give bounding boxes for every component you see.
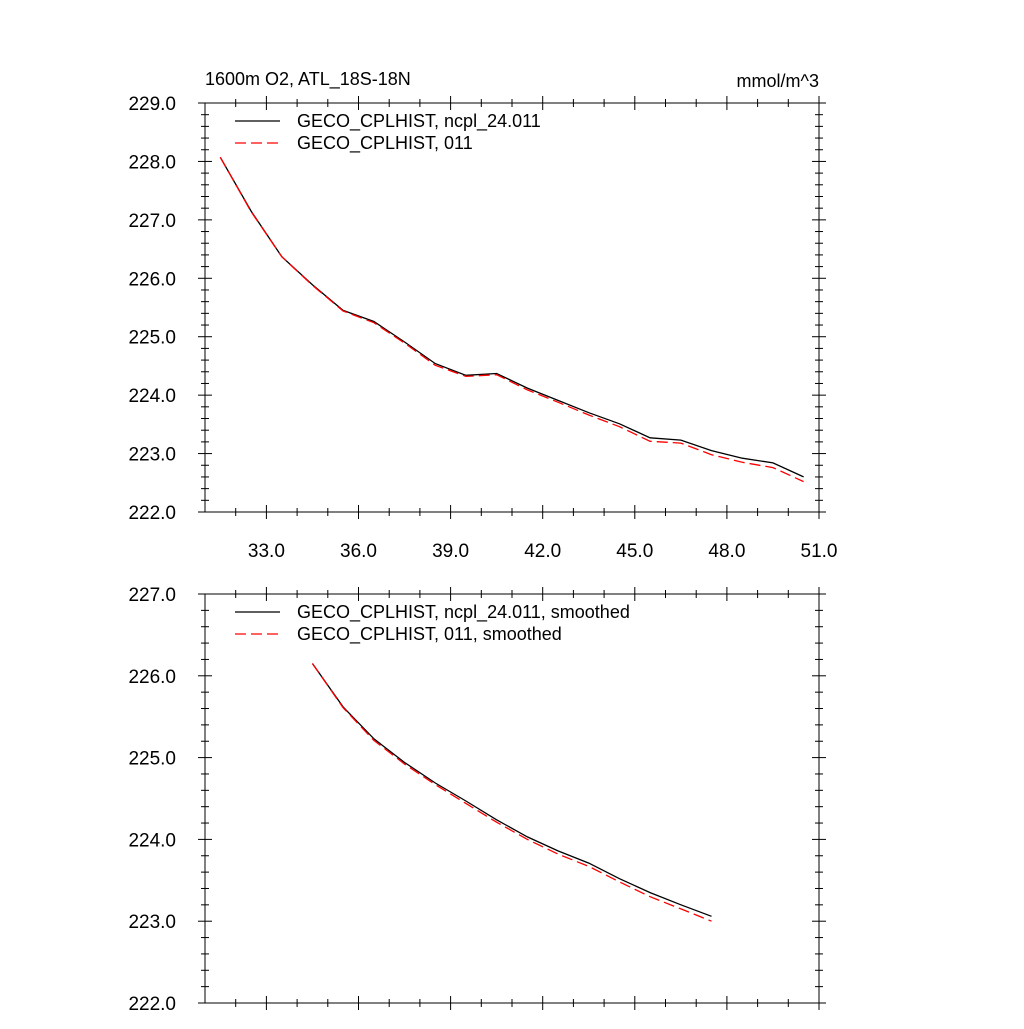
legend-label: GECO_CPLHIST, ncpl_24.011 (297, 111, 541, 132)
y-tick-label: 225.0 (128, 328, 176, 349)
y-tick-label: 226.0 (128, 667, 176, 688)
y-tick-label: 227.0 (128, 585, 176, 606)
y-tick-label: 223.0 (128, 912, 176, 933)
y-tick-label: 222.0 (128, 503, 176, 524)
series-line-black (311, 663, 712, 917)
y-tick-label: 222.0 (128, 994, 176, 1015)
y-tick-label: 229.0 (128, 94, 176, 115)
units-label: mmol/m^3 (737, 71, 819, 91)
x-tick-label: 42.0 (524, 541, 561, 562)
y-tick-label: 227.0 (128, 211, 176, 232)
legend-label: GECO_CPLHIST, 011 (297, 133, 473, 154)
x-tick-label: 33.0 (248, 541, 285, 562)
plot-panel-2: 222.0 223.0 224.0 225.0 226.0 227.0 GECO_CPLHI… (128, 585, 826, 1015)
y-tick-label: 226.0 (128, 269, 176, 290)
x-tick-label: 36.0 (340, 541, 377, 562)
plot-frame (204, 102, 820, 513)
y-tick-label: 228.0 (128, 152, 176, 173)
chart-title: 1600m O2, ATL_18S-18N (205, 69, 411, 90)
series-line-black (219, 156, 804, 478)
y-tick-label: 225.0 (128, 749, 176, 770)
plot-panel-1: 222.0 223.0 224.0 225.0 226.0 227.0 228.0 229.0… (128, 69, 837, 562)
x-tick-label: 51.0 (801, 541, 838, 562)
x-tick-label: 45.0 (616, 541, 653, 562)
legend-label: GECO_CPLHIST, 011, smoothed (297, 624, 562, 645)
x-tick-label: 48.0 (708, 541, 745, 562)
y-tick-label: 224.0 (128, 830, 176, 851)
legend-label: GECO_CPLHIST, ncpl_24.011, smoothed (297, 602, 630, 623)
plot-frame (204, 593, 820, 1004)
series-line-red (219, 156, 804, 483)
series-line-red (311, 663, 712, 922)
x-tick-label: 39.0 (432, 541, 469, 562)
y-tick-label: 224.0 (128, 386, 176, 407)
y-tick-label: 223.0 (128, 445, 176, 466)
